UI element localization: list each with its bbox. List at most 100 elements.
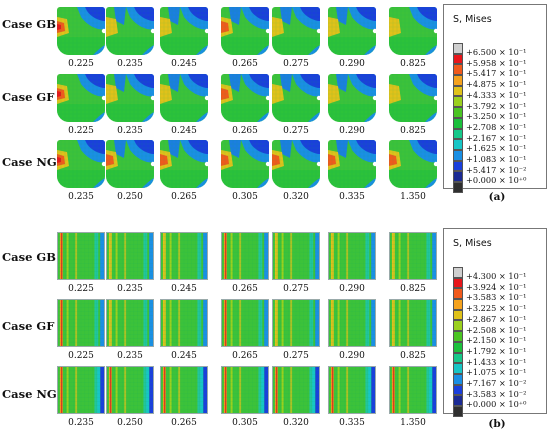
contour-plot: [389, 140, 437, 188]
contour-plot: [160, 299, 208, 347]
max-stress-value: 0.275: [283, 126, 309, 136]
colorbar-swatch: [453, 331, 463, 342]
colorbar-legend: S, Mises +6.500 × 10⁻¹ +5.958 × 10⁻¹ +5.417…: [443, 4, 547, 193]
max-stress-value: 0.305: [232, 418, 258, 428]
contour-plot: [221, 74, 269, 122]
colorbar-swatch: [453, 267, 463, 278]
colorbar-tick-label: +2.167 × 10⁻¹: [466, 132, 527, 143]
max-stress-value: 0.250: [117, 418, 143, 428]
contour-plot: [106, 74, 154, 122]
colorbar-tick-label: +1.433 × 10⁻¹: [466, 356, 527, 367]
contour-plot: [272, 232, 320, 280]
contour-plot: [389, 7, 437, 55]
panel-b: Case GB 0.225 0.235 0.245 0.265 0.275 0.290 0.8…: [0, 222, 550, 434]
max-stress-value: 0.235: [117, 284, 143, 294]
colorbar-tick-label: +5.417 × 10⁻²: [466, 164, 527, 175]
max-stress-value: 0.290: [339, 59, 365, 69]
max-stress-value: 0.335: [339, 192, 365, 202]
colorbar-tick-label: +5.417 × 10⁻¹: [466, 68, 527, 79]
contour-plot: [389, 299, 437, 347]
max-stress-value: 0.275: [283, 59, 309, 69]
colorbar-swatch: [453, 85, 463, 97]
colorbar-tick-label: +4.333 × 10⁻¹: [466, 89, 527, 100]
row-label: Case GB: [2, 250, 56, 264]
colorbar: [453, 43, 463, 193]
max-stress-value: 0.245: [171, 351, 197, 361]
max-stress-value: 0.235: [117, 351, 143, 361]
max-stress-value: 0.265: [232, 126, 258, 136]
max-stress-value: 0.265: [171, 418, 197, 428]
contour-plot: [57, 299, 105, 347]
contour-plot: [106, 299, 154, 347]
colorbar-swatch: [453, 309, 463, 321]
colorbar-swatch: [453, 149, 463, 161]
contour-plot: [106, 366, 154, 414]
legend-title: S, Mises: [453, 14, 492, 25]
max-stress-value: 0.825: [400, 284, 426, 294]
max-stress-value: 0.245: [171, 284, 197, 294]
panel-a: Case GB 0.225 0.235 0.245 0.265 0.275 0.290 0.8…: [0, 0, 550, 205]
colorbar-tick-label: +3.924 × 10⁻¹: [466, 281, 527, 292]
contour-plot: [272, 7, 320, 55]
colorbar-swatch: [453, 384, 463, 396]
contour-plot: [160, 74, 208, 122]
contour-plot: [160, 7, 208, 55]
row-label: Case GB: [2, 17, 56, 31]
max-stress-value: 0.265: [232, 59, 258, 69]
colorbar-swatch: [453, 299, 463, 310]
contour-plot: [328, 366, 376, 414]
max-stress-value: 0.275: [283, 351, 309, 361]
max-stress-value: 0.225: [68, 59, 94, 69]
max-stress-value: 0.235: [68, 418, 94, 428]
contour-plot: [328, 140, 376, 188]
max-stress-value: 0.250: [117, 192, 143, 202]
colorbar-swatch: [453, 64, 463, 76]
colorbar-tick-label: +3.583 × 10⁻²: [466, 388, 527, 399]
row-label: Case GF: [2, 319, 55, 333]
colorbar-tick-label: +1.075 × 10⁻¹: [466, 367, 527, 378]
colorbar-tick-label: +1.625 × 10⁻¹: [466, 143, 527, 154]
row-label: Case GF: [2, 90, 55, 104]
contour-plot: [389, 74, 437, 122]
contour-plot: [272, 366, 320, 414]
contour-plot: [221, 299, 269, 347]
contour-plot: [272, 140, 320, 188]
colorbar-swatch: [453, 352, 463, 364]
max-stress-value: 0.235: [68, 192, 94, 202]
contour-plot: [328, 74, 376, 122]
max-stress-value: 0.825: [400, 126, 426, 136]
contour-plot: [272, 74, 320, 122]
contour-plot: [160, 232, 208, 280]
colorbar-tick-label: +2.508 × 10⁻¹: [466, 324, 527, 335]
colorbar-tick-label: +3.792 × 10⁻¹: [466, 100, 527, 111]
row-label: Case NG: [2, 155, 57, 169]
max-stress-value: 0.275: [283, 284, 309, 294]
max-stress-value: 0.225: [68, 284, 94, 294]
contour-plot: [57, 7, 105, 55]
contour-plot: [389, 366, 437, 414]
contour-plot: [160, 140, 208, 188]
colorbar-legend: S, Mises +4.300 × 10⁻¹ +3.924 × 10⁻¹ +3.583…: [443, 228, 547, 417]
max-stress-value: 0.235: [117, 59, 143, 69]
colorbar-swatch: [453, 117, 463, 129]
colorbar-swatch: [453, 139, 463, 150]
colorbar-swatch: [453, 171, 463, 182]
colorbar-swatch: [453, 181, 463, 193]
colorbar-swatch: [453, 363, 463, 374]
contour-plot: [221, 232, 269, 280]
max-stress-value: 0.335: [339, 418, 365, 428]
colorbar-tick-label: +7.167 × 10⁻²: [466, 378, 527, 389]
colorbar-tick-label: +3.583 × 10⁻¹: [466, 292, 527, 303]
colorbar-swatch: [453, 53, 463, 65]
colorbar-tick-label: +3.225 × 10⁻¹: [466, 303, 527, 314]
colorbar-swatch: [453, 75, 463, 86]
contour-plot: [57, 366, 105, 414]
colorbar-swatch: [453, 288, 463, 300]
contour-plot: [57, 74, 105, 122]
max-stress-value: 0.245: [171, 59, 197, 69]
contour-plot: [57, 232, 105, 280]
colorbar-swatch: [453, 96, 463, 108]
colorbar-swatch: [453, 320, 463, 332]
panel-sub-label: (b): [488, 418, 506, 430]
contour-plot: [328, 299, 376, 347]
